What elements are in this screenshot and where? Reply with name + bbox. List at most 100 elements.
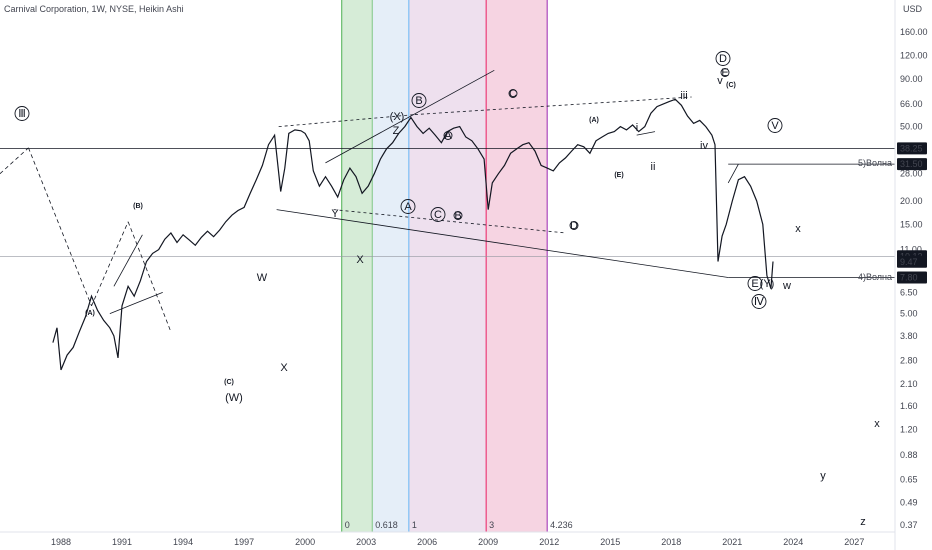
wave-label-A2: (A) [589, 117, 599, 124]
proj-4 [127, 221, 172, 332]
y-tick-2: 90.00 [900, 74, 923, 84]
wave-circle-III [14, 106, 30, 121]
fib-band-3 [486, 0, 548, 532]
y-tick-16: 3.80 [900, 331, 918, 341]
wave-label-B: (B) [133, 203, 143, 210]
wave-label-c_low: (C) [224, 379, 234, 386]
wave-label-Yp: (Y) [760, 278, 775, 290]
level-label-wave5: 5)Волна [858, 158, 892, 168]
wedge-iv [636, 131, 656, 136]
fib-label-0: 0 [345, 520, 350, 530]
channel-lower [109, 291, 163, 315]
wave-label-E_sm: (E) [614, 172, 623, 179]
y-tick-8: 20.00 [900, 196, 923, 206]
wave-label-x: x [795, 223, 801, 235]
wave-label-III: Ⅲ [18, 108, 26, 120]
price-tag-bg-0 [897, 142, 927, 155]
fib-band-0 [341, 0, 373, 532]
y-tick-18: 2.10 [900, 379, 918, 389]
x-tick-10: 2018 [661, 537, 681, 547]
y-tick-22: 0.65 [900, 474, 918, 484]
y-tick-21: 0.88 [900, 450, 918, 460]
wave-label-w: w [782, 280, 791, 292]
y-tick-7: 28.00 [900, 169, 923, 179]
wave-label-Cp: (C) [726, 82, 736, 89]
wave-circle-Ac [400, 199, 416, 214]
fib-band-2 [408, 0, 487, 532]
price-tag-1: 31.50 [900, 159, 923, 169]
proj-1 [0, 147, 29, 174]
wave-label-iv: iv [700, 140, 708, 152]
wave-label-i: i [636, 122, 638, 134]
y-tick-10: 11.00 [900, 245, 922, 255]
trend-bottom-long [276, 209, 729, 278]
x-tick-3: 1997 [234, 537, 254, 547]
wave-circle-c_sm [508, 89, 518, 98]
wave-label-Wp: (W) [225, 392, 243, 404]
wave-circle-Cc [430, 207, 446, 222]
x-tick-9: 2015 [600, 537, 620, 547]
fib-label-3: 3 [489, 520, 494, 530]
wave-label-Y1: Y [331, 208, 339, 220]
chart-title: Carnival Corporation, 1W, NYSE, Heikin A… [4, 4, 184, 14]
grid [0, 147, 895, 257]
channel-up [325, 69, 495, 164]
wave-label-c_sm: C [509, 88, 517, 100]
y-axis: 160.00 120.00 90.00 66.00 50.00 28.00 20.00 15.… [894, 0, 928, 550]
fib-band-1 [372, 0, 409, 532]
y-tick-0: 160.00 [900, 27, 928, 37]
wave-label-ii: ii [651, 161, 656, 173]
x-tick-0: 1988 [51, 537, 71, 547]
y-tick-4: 50.00 [900, 122, 923, 132]
wave-circle-E2_sm [720, 68, 730, 77]
proj-2 [28, 147, 92, 307]
y-tick-15: 5.00 [900, 309, 918, 319]
wave-label-Bc: B [415, 95, 422, 107]
fib-label-1: 0.618 [375, 520, 398, 530]
x-axis: 1988 1991 1994 1997 2000 2003 2006 2009 2012 2015… [0, 531, 895, 547]
price-tag-0: 38.25 [900, 143, 923, 153]
x-tick-8: 2012 [539, 537, 559, 547]
y-tick-20: 1.20 [900, 425, 918, 435]
price-line [52, 98, 774, 371]
wave-label-b_sm: B [454, 210, 461, 222]
wave-circle-Bc [411, 93, 427, 108]
fib-label-4: 4.236 [550, 520, 573, 530]
x-tick-6: 2006 [417, 537, 437, 547]
wave-circle-a_sm [443, 131, 453, 140]
wave-label-d_sm: D [570, 220, 578, 232]
wave-label-y_r: y [820, 470, 826, 482]
wave-label-Ec: E [751, 278, 758, 290]
wave-label-v: v [717, 75, 723, 87]
wave-label-iii: iii [680, 90, 687, 102]
wave-label-X_r: x [874, 418, 880, 430]
wave-label-Xb: X [356, 254, 364, 266]
fib-label-2: 1 [412, 520, 417, 530]
y-tick-17: 2.80 [900, 356, 918, 366]
price-tag-bg-4 [897, 271, 927, 284]
x-tick-12: 2024 [783, 537, 803, 547]
level-label-wave4: 4)Волна [858, 272, 892, 282]
y-tick-19: 1.60 [900, 401, 918, 411]
wave-label-E2_sm: E [721, 67, 728, 79]
trend-bottom-dash [333, 209, 566, 234]
wave-circle-Ec [747, 276, 763, 291]
price-series [52, 98, 774, 371]
y-tick-24: 0.37 [900, 520, 918, 530]
wave-label-IVc: Ⅳ [754, 296, 765, 308]
x-tick-1: 1991 [112, 537, 132, 547]
currency-label: USD [902, 4, 922, 14]
wave-label-a_sm: A [444, 130, 452, 142]
wave-label-Z: Z [393, 125, 400, 137]
drawings [0, 69, 895, 332]
y-tick-14: 6.50 [900, 287, 918, 297]
price-tag-3: 9.47 [900, 257, 918, 267]
price-tag-bg-1 [897, 158, 927, 171]
wave-label-W1: W [257, 272, 268, 284]
price-tag-4: 7.80 [900, 273, 918, 283]
x-tick-4: 2000 [295, 537, 315, 547]
x-tick-7: 2009 [478, 537, 498, 547]
y-tick-3: 66.00 [900, 99, 923, 109]
